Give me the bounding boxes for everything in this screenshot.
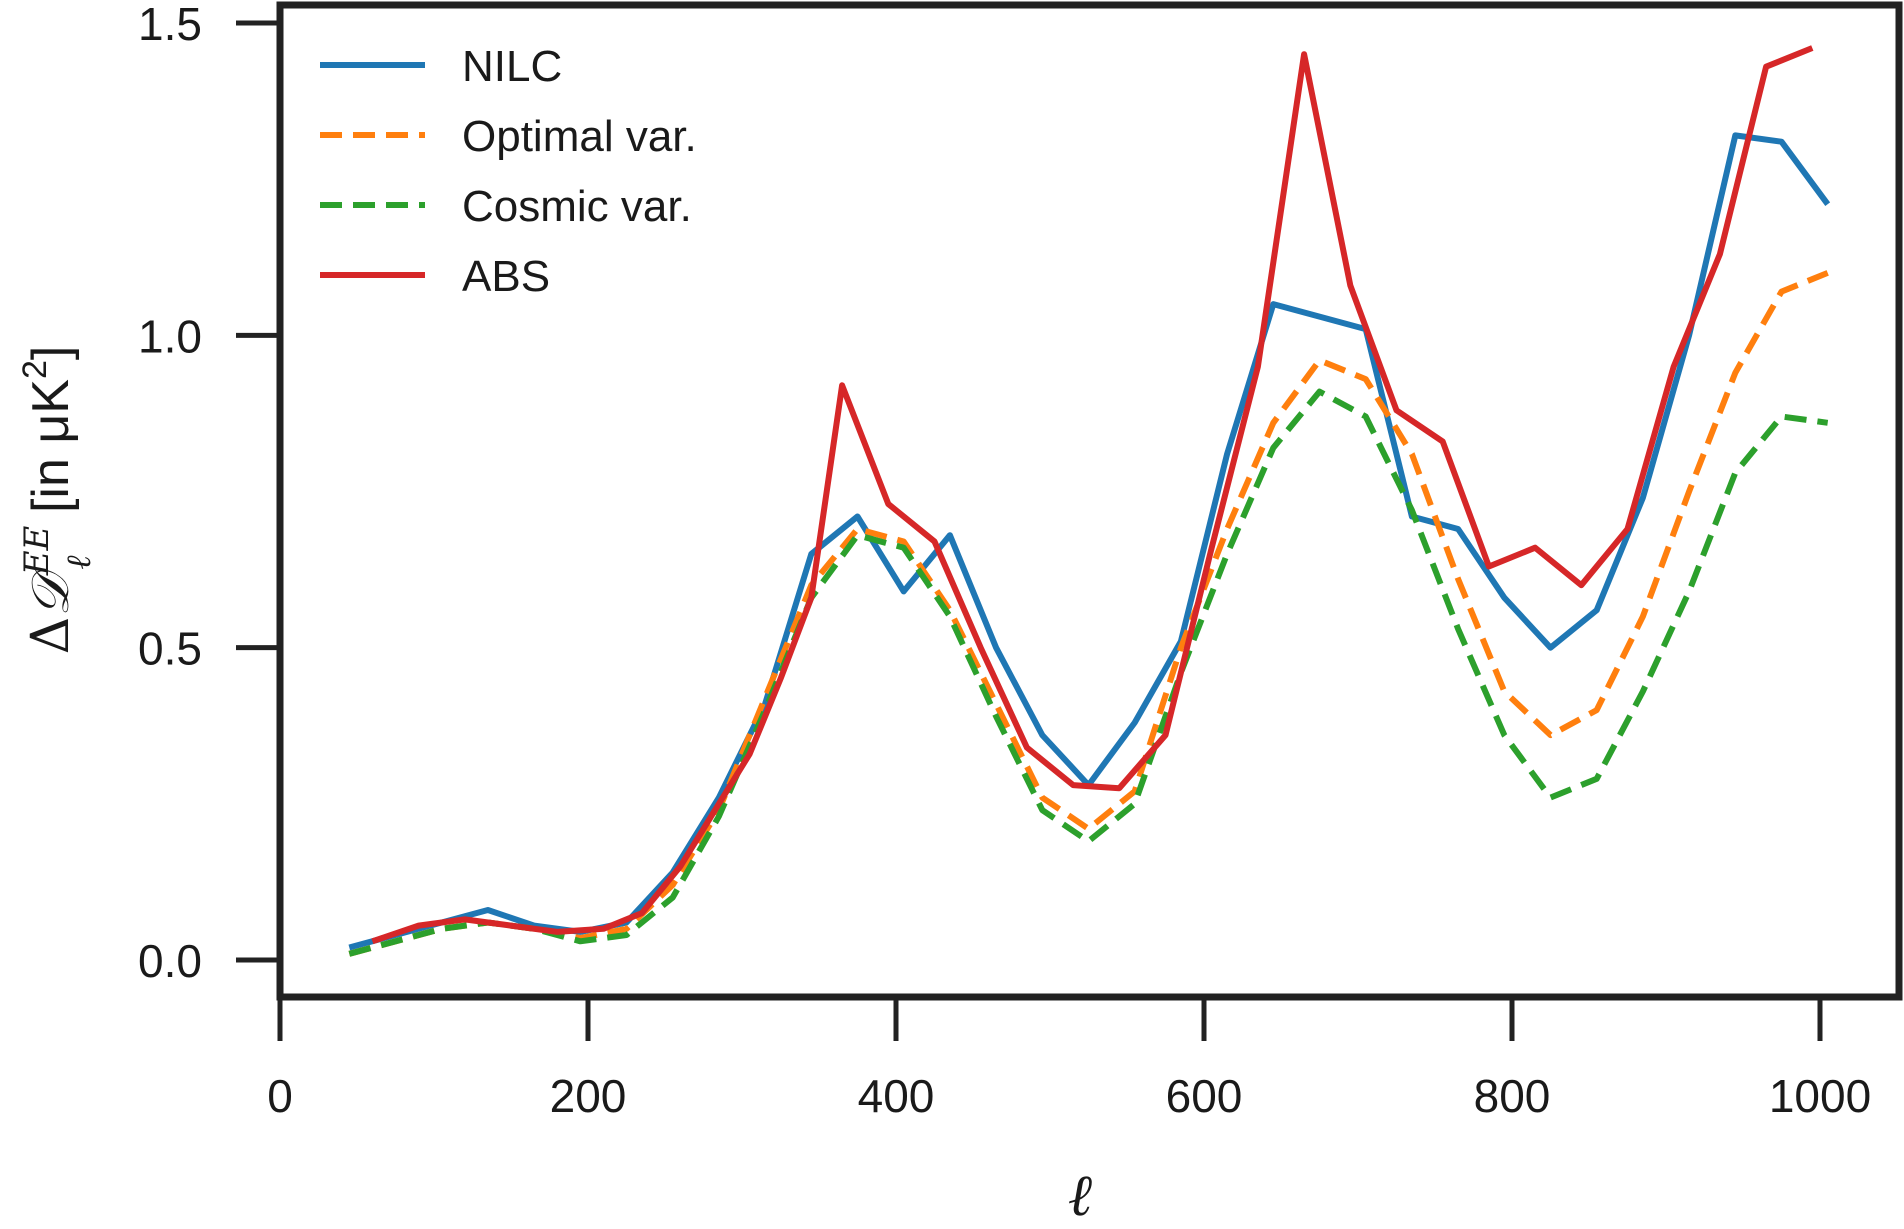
y-tick-label: 0.5 <box>138 623 202 675</box>
series-line-optimal-var <box>348 270 1829 957</box>
y-tick-label: 0.0 <box>138 935 202 987</box>
legend-item: NILC <box>320 42 562 91</box>
y-tick-label: 1.0 <box>138 310 202 362</box>
x-tick-label: 800 <box>1474 1070 1551 1122</box>
legend-item: ABS <box>320 252 550 301</box>
y-title-unit-power: 2 <box>16 360 54 379</box>
x-tick-label: 0 <box>267 1070 293 1122</box>
x-tick-label: 1000 <box>1769 1070 1871 1122</box>
legend-label: ABS <box>462 252 550 301</box>
y-title-subscript: ℓ <box>59 555 99 569</box>
x-tick-label: 400 <box>858 1070 935 1122</box>
x-axis: 0 200 400 600 800 1000 <box>267 999 1871 1122</box>
legend-label: Optimal var. <box>462 112 697 161</box>
legend-label: Cosmic var. <box>462 182 692 231</box>
y-title-unit-close: ] <box>22 346 80 360</box>
x-tick-label: 600 <box>1166 1070 1243 1122</box>
legend-item: Cosmic var. <box>320 182 692 231</box>
y-tick-label: 1.5 <box>138 0 202 50</box>
y-title-unit: [in μK <box>22 379 80 528</box>
y-title-delta: Δ <box>21 617 81 655</box>
x-axis-title: ℓ <box>1068 1161 1092 1229</box>
y-title-superscript: EE <box>17 525 57 576</box>
plot-area <box>348 45 1831 957</box>
plot-frame <box>276 1 1903 1001</box>
x-tick-label: 200 <box>550 1070 627 1122</box>
legend-item: Optimal var. <box>320 112 697 161</box>
y-axis: 0.0 0.5 1.0 1.5 <box>138 0 278 987</box>
legend-label: NILC <box>462 42 562 91</box>
legend: NILC Optimal var. Cosmic var. ABS <box>320 42 697 301</box>
series-line-abs <box>371 45 1814 945</box>
series-line-cosmic-var <box>348 388 1829 957</box>
y-axis-title: Δ𝒟EEℓ [in μK2] <box>16 346 99 655</box>
svg-text:Δ𝒟EEℓ [in μK2]: Δ𝒟EEℓ [in μK2] <box>16 346 99 655</box>
series-layer <box>348 45 1831 957</box>
